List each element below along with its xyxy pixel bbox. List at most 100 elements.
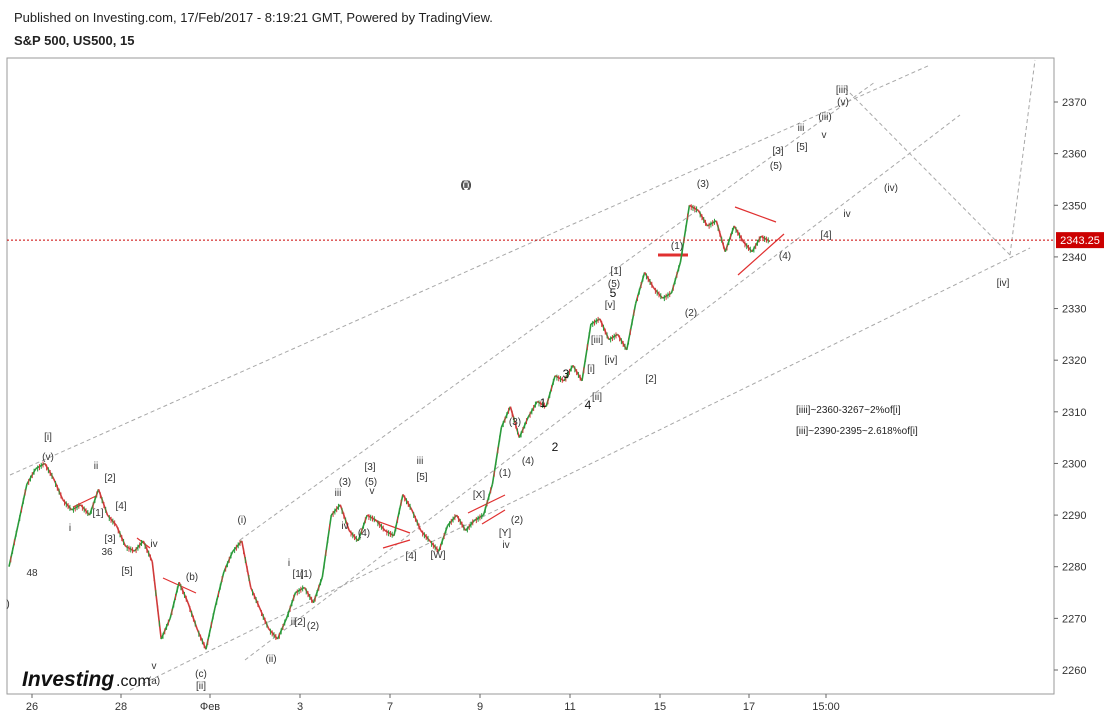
wave-label: [2] xyxy=(645,374,656,385)
current-price-badge xyxy=(1056,232,1104,249)
wave-label: (v) xyxy=(42,452,54,463)
chart-title: S&P 500, US500, 15 xyxy=(14,33,135,48)
wave-labels: [i](v)ii[2][1][4]i[3]36[5]48ivv(a)(b)(c)… xyxy=(6,85,1009,692)
wave-label: (5) xyxy=(365,477,377,488)
wave-label: [iii] xyxy=(591,335,603,346)
wave-label: (3) xyxy=(509,417,521,428)
wave-channel-lower xyxy=(244,114,961,661)
wave-label: [iv] xyxy=(997,278,1010,289)
annotation-note: [iiii]~2360-3267~2%of[i] xyxy=(796,405,901,416)
wave-label: (a) xyxy=(148,676,160,687)
y-tick-label: 2260 xyxy=(1062,665,1086,677)
wave-channel-upper xyxy=(239,81,876,541)
lower-channel-line xyxy=(129,247,1031,691)
wave-label: iv xyxy=(843,209,850,220)
wave-label: (2) xyxy=(685,308,697,319)
wave-label: [5] xyxy=(416,472,427,483)
wave-label: (iv) xyxy=(884,183,898,194)
wave-label: [W] xyxy=(431,550,446,561)
price-segment xyxy=(151,561,162,640)
wave-label: [4] xyxy=(405,551,416,562)
x-tick-label: 9 xyxy=(477,701,483,713)
wave-label: ii xyxy=(94,461,98,472)
x-tick-label: 11 xyxy=(564,701,575,713)
y-tick-label: 2300 xyxy=(1062,458,1086,470)
current-price-label: 2343.25 xyxy=(1060,235,1100,247)
wave-label: [iii] xyxy=(836,85,848,96)
wave-label: [v] xyxy=(605,300,616,311)
wave-label: (3) xyxy=(697,179,709,190)
wave-label: v xyxy=(822,130,827,141)
y-tick-label: 2310 xyxy=(1062,407,1086,419)
wave-label: [3] xyxy=(104,534,115,545)
wave-label: v xyxy=(370,486,375,497)
y-tick-label: 2370 xyxy=(1062,97,1086,109)
wave-label: i xyxy=(69,523,71,534)
x-tick-label: 15 xyxy=(654,701,666,713)
wave-label: [i] xyxy=(587,364,595,375)
wave-label: v xyxy=(152,661,157,672)
x-tick-label: 17 xyxy=(743,701,755,713)
wave-label: 2 xyxy=(552,440,559,454)
projection-up xyxy=(1009,59,1036,256)
x-tick-label: 15:00 xyxy=(812,701,840,713)
wave-label: (i) xyxy=(462,180,471,191)
wave-label: i xyxy=(288,558,290,569)
y-tick-label: 2340 xyxy=(1062,252,1086,264)
x-tick-label: 28 xyxy=(115,701,127,713)
wave-label: [4] xyxy=(115,501,126,512)
wave-label: [iv] xyxy=(605,355,618,366)
investing-logo: Investing .com xyxy=(22,668,151,691)
x-tick-label: Фев xyxy=(200,701,220,713)
wave-label: (c) xyxy=(195,669,207,680)
wave-label: [2] xyxy=(294,617,305,628)
triangle-line xyxy=(382,539,411,549)
wave-label: (i) xyxy=(238,515,247,526)
wave-label: (2) xyxy=(307,621,319,632)
wave-label: ) xyxy=(6,599,9,610)
wave-label: (2) xyxy=(511,515,523,526)
wave-label: [1] xyxy=(292,569,303,580)
wave-label: [Y] xyxy=(499,528,511,539)
y-tick-label: 2290 xyxy=(1062,510,1086,522)
triangle-line xyxy=(734,206,777,223)
y-tick-label: 2270 xyxy=(1062,613,1086,625)
wave-label: iv xyxy=(341,521,348,532)
wave-label: [2] xyxy=(104,473,115,484)
projection-down xyxy=(844,87,1011,256)
triangle-markings xyxy=(72,206,785,594)
x-tick-label: 3 xyxy=(297,701,303,713)
triangle-line xyxy=(737,233,785,276)
wave-label: [X] xyxy=(473,490,485,501)
wave-label: iv xyxy=(502,540,509,551)
wave-label: (4) xyxy=(779,251,791,262)
wave-label: 36 xyxy=(101,547,113,558)
wave-label: [i] xyxy=(44,432,52,443)
trendlines xyxy=(9,59,1036,691)
wave-label: [5] xyxy=(121,566,132,577)
wave-label: ii xyxy=(291,617,295,628)
triangle-line xyxy=(162,577,197,594)
wave-label: (5) xyxy=(770,161,782,172)
wave-label: 4 xyxy=(585,398,592,412)
x-tick-label: 26 xyxy=(26,701,38,713)
plot-frame xyxy=(6,57,1055,695)
wave-label: 1 xyxy=(540,396,547,410)
wave-label: (b) xyxy=(186,572,198,583)
wave-label: 5 xyxy=(610,286,617,300)
y-tick-label: 2320 xyxy=(1062,355,1086,367)
wave-label: (v) xyxy=(837,97,849,108)
published-line: Published on Investing.com, 17/Feb/2017 … xyxy=(14,10,493,25)
wave-label: (3) xyxy=(339,477,351,488)
wave-label: (ii) xyxy=(460,180,471,191)
wave-label: (4) xyxy=(522,456,534,467)
y-tick-label: 2350 xyxy=(1062,200,1086,212)
y-tick-label: 2280 xyxy=(1062,562,1086,574)
wave-label: iv xyxy=(150,539,157,550)
wave-label: iii xyxy=(335,488,342,499)
wave-label: [5] xyxy=(796,142,807,153)
wave-label: 3 xyxy=(563,367,570,381)
wave-label: (ii) xyxy=(265,654,276,665)
wave-label: [3] xyxy=(772,146,783,157)
